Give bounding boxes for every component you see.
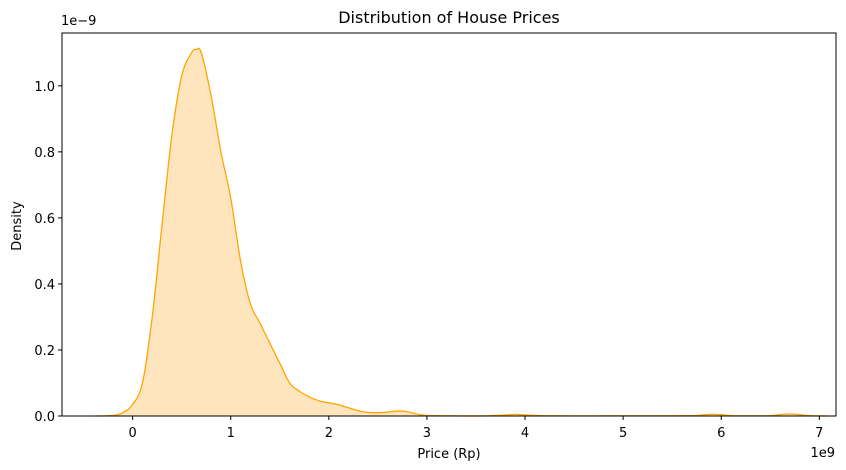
x-tick-label: 1 [227,426,235,441]
plot-area [61,32,837,417]
y-tick-label: 0.2 [34,344,55,359]
y-offset-label: 1e−9 [61,14,96,29]
y-axis: 0.0 0.2 0.4 0.6 0.8 1.0 [34,80,62,425]
x-tick-label: 6 [717,426,725,441]
y-tick-label: 0.8 [34,146,55,161]
density-fill [95,48,830,416]
x-axis-label: Price (Rp) [417,447,480,462]
x-tick-label: 5 [619,426,627,441]
density-line [95,47,830,417]
plot-frame [61,32,837,417]
y-tick-label: 1.0 [34,80,55,95]
x-tick-label: 2 [325,426,333,441]
x-offset-label: 1e9 [810,446,835,461]
x-tick-label: 3 [423,426,431,441]
y-tick-label: 0.0 [34,410,55,425]
y-tick-label: 0.6 [34,212,55,227]
chart-title: Distribution of House Prices [338,8,560,27]
x-tick-label: 7 [815,426,823,441]
y-axis-label: Density [10,201,25,251]
x-tick-label: 0 [128,426,136,441]
x-axis: 0 1 2 3 4 5 6 7 [128,416,823,441]
y-tick-label: 0.4 [34,278,55,293]
x-tick-label: 4 [521,426,529,441]
